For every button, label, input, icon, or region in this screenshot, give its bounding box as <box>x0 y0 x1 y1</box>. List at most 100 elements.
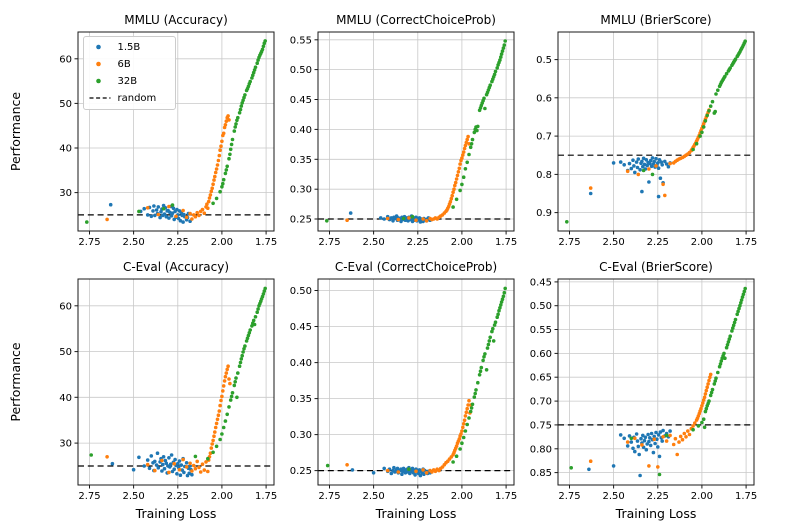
data-point <box>455 173 460 178</box>
data-point <box>691 427 695 432</box>
y-tick-label: 0.25 <box>290 466 312 477</box>
data-point <box>174 214 178 219</box>
data-point <box>176 461 180 466</box>
data-point <box>705 113 709 118</box>
data-point <box>229 394 234 399</box>
data-point <box>495 315 500 320</box>
data-point <box>477 373 482 377</box>
data-point <box>168 462 173 467</box>
data-point <box>449 196 454 201</box>
x-tick-label: 2.00 <box>211 491 233 502</box>
data-point <box>193 466 198 471</box>
data-point <box>244 339 249 343</box>
legend-marker-dot <box>96 78 101 84</box>
data-point <box>212 434 216 439</box>
data-point <box>712 382 717 386</box>
data-point <box>396 217 401 222</box>
data-point <box>195 459 199 464</box>
data-point <box>655 437 659 442</box>
data-point <box>629 166 634 171</box>
data-point <box>462 146 467 151</box>
data-point <box>656 161 660 165</box>
data-point <box>153 213 157 218</box>
data-point <box>459 432 463 436</box>
data-point <box>469 406 474 410</box>
data-point <box>498 58 502 62</box>
data-point <box>145 458 150 462</box>
data-point <box>202 211 207 215</box>
data-point <box>467 142 471 146</box>
data-point <box>230 137 235 142</box>
x-tick-label: 2.25 <box>407 237 429 248</box>
data-point <box>131 467 136 472</box>
data-point <box>414 218 418 222</box>
y-tick-label: 30 <box>59 188 72 199</box>
data-point <box>640 189 644 194</box>
data-point <box>717 364 722 369</box>
data-point <box>156 205 161 209</box>
series-6b <box>588 372 713 469</box>
y-tick-label: 0.45 <box>290 95 312 106</box>
y-tick-label: 0.70 <box>530 397 552 408</box>
data-point <box>251 73 255 78</box>
series-6b <box>588 108 711 198</box>
data-point <box>156 466 161 470</box>
data-point <box>702 395 707 400</box>
data-point <box>467 398 471 403</box>
data-point <box>486 342 491 347</box>
data-point <box>385 468 390 473</box>
y-tick-label: 60 <box>59 301 72 312</box>
data-point <box>448 199 453 204</box>
data-point <box>618 433 623 437</box>
data-point <box>660 439 664 443</box>
axes-frame <box>557 31 755 232</box>
subplot-mmlu-brierscore: 2.75 2.50 2.25 2.00 1.75 0.5 0.6 0.7 0.8 0.9 MMLU … <box>536 13 757 248</box>
data-point <box>704 406 709 411</box>
x-tick-label: 2.50 <box>362 491 384 502</box>
data-point <box>236 115 240 120</box>
subplot-title: C-Eval (Accuracy) <box>123 260 229 274</box>
data-point <box>451 205 455 209</box>
data-point <box>569 466 573 470</box>
data-point <box>220 185 224 189</box>
data-point <box>456 170 461 174</box>
data-point <box>588 459 593 464</box>
series-32b <box>89 286 268 461</box>
y-tick-label: 0.50 <box>290 286 312 297</box>
data-point <box>687 432 692 437</box>
data-point <box>230 391 235 395</box>
data-point <box>206 206 210 210</box>
data-point <box>658 176 663 180</box>
data-point <box>223 123 228 127</box>
data-point <box>652 159 656 164</box>
data-point <box>232 383 237 388</box>
data-point <box>722 351 726 356</box>
data-point <box>463 167 468 171</box>
data-point <box>378 216 383 220</box>
data-point <box>731 323 736 328</box>
series-1-5b <box>110 451 194 478</box>
data-point <box>633 449 637 454</box>
data-point <box>168 465 172 469</box>
data-point <box>345 463 349 467</box>
data-point <box>223 419 228 423</box>
x-tick-label: 2.50 <box>122 491 144 502</box>
legend-item-1-5b: 1.5B <box>96 42 140 53</box>
series-1-5b <box>108 202 192 224</box>
data-point <box>463 143 468 148</box>
data-point <box>635 165 640 170</box>
data-point <box>743 286 747 291</box>
data-point <box>421 217 425 221</box>
data-point <box>735 312 739 317</box>
y-tick-label: 40 <box>59 393 72 404</box>
x-tick-label: 2.25 <box>167 491 189 502</box>
data-point <box>198 470 203 474</box>
legend-box <box>83 36 176 110</box>
data-point <box>235 395 239 400</box>
data-point <box>450 193 455 198</box>
data-point <box>488 335 493 340</box>
data-point <box>223 171 228 176</box>
data-point <box>184 465 189 469</box>
data-point <box>638 168 642 172</box>
series-1-5b <box>588 156 672 199</box>
